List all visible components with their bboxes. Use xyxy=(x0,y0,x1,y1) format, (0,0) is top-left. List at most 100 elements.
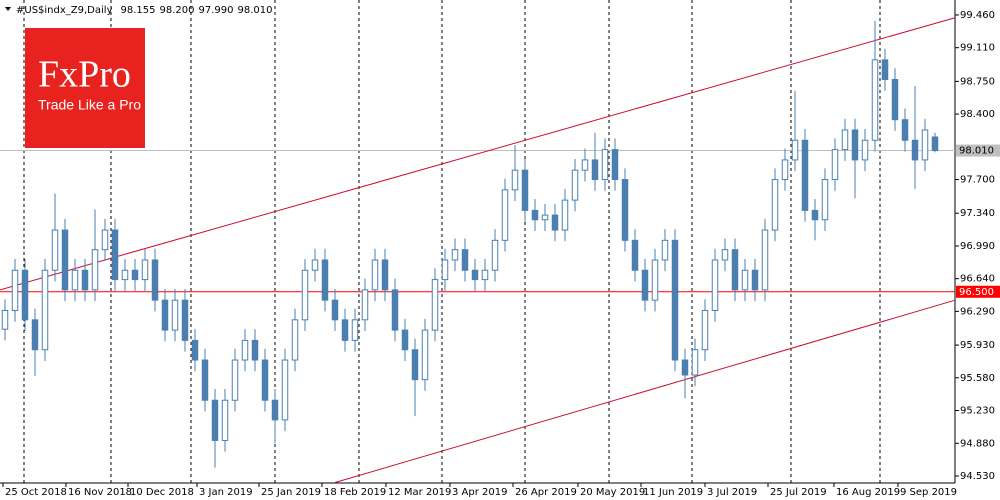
candle-body xyxy=(71,269,79,291)
x-tick-label: 26 Apr 2019 xyxy=(515,487,577,498)
candle-body xyxy=(201,359,209,401)
candle-body xyxy=(61,229,69,291)
candle-body xyxy=(621,179,629,241)
candle-body xyxy=(241,339,249,361)
logo-tagline: Trade Like a Pro xyxy=(38,97,141,113)
candle-body xyxy=(311,259,319,271)
y-tick-label: 94.880 xyxy=(960,438,995,449)
candle-body xyxy=(671,239,679,361)
candle-body xyxy=(231,359,239,401)
candle-body xyxy=(701,309,709,351)
header-ohlc: 97.990 xyxy=(198,5,233,16)
y-tick-label: 96.290 xyxy=(960,306,995,317)
x-tick-label: 16 Nov 2018 xyxy=(68,487,132,498)
candle-body xyxy=(451,249,459,261)
candle-body xyxy=(401,329,409,351)
level-label: 98.010 xyxy=(959,146,994,157)
candle-body xyxy=(51,229,59,271)
candle-body xyxy=(21,269,29,321)
candle-body xyxy=(331,299,339,321)
candle-body xyxy=(831,149,839,181)
x-tick-label: 25 Jan 2019 xyxy=(261,487,321,498)
candle-body xyxy=(651,259,659,301)
candle-body xyxy=(781,159,789,181)
candle-body xyxy=(711,259,719,311)
candle-body xyxy=(291,319,299,361)
candle-body xyxy=(151,259,159,301)
candle-body xyxy=(601,149,609,181)
candle-body xyxy=(301,269,309,321)
candle-body xyxy=(161,299,169,331)
candle-body xyxy=(721,249,729,261)
logo-box xyxy=(25,28,145,148)
candle-body xyxy=(141,259,149,281)
candle-body xyxy=(571,169,579,201)
x-tick-label: 12 Mar 2019 xyxy=(388,487,451,498)
candle-body xyxy=(491,239,499,271)
y-tick-label: 96.990 xyxy=(960,241,995,252)
x-tick-label: 16 Aug 2019 xyxy=(836,487,900,498)
candle-body xyxy=(771,179,779,231)
x-tick-label: 10 Dec 2018 xyxy=(130,487,194,498)
candle-body xyxy=(611,149,619,181)
x-tick-label: 18 Feb 2019 xyxy=(324,487,386,498)
candle-body xyxy=(561,199,569,231)
level-label-box xyxy=(956,285,1000,298)
candle-body xyxy=(341,319,349,341)
y-tick-label: 99.460 xyxy=(960,10,995,21)
level-label-box xyxy=(956,144,1000,157)
candle-body xyxy=(461,249,469,271)
candle-body xyxy=(481,269,489,281)
candle-body xyxy=(741,269,749,291)
x-tick-label: 25 Oct 2018 xyxy=(5,487,67,498)
y-tick-label: 95.230 xyxy=(960,406,995,417)
candle-body xyxy=(631,239,639,271)
header-ohlc: 98.010 xyxy=(237,5,272,16)
candle-body xyxy=(681,359,689,376)
candle-body xyxy=(41,269,49,351)
candle-body xyxy=(321,259,329,301)
candle-body xyxy=(31,319,39,351)
candle-body xyxy=(431,279,439,331)
candle-body xyxy=(691,349,699,376)
candle-body xyxy=(801,139,809,211)
candle-body xyxy=(131,269,139,281)
candle-body xyxy=(641,269,649,301)
y-tick-label: 96.640 xyxy=(960,274,995,285)
candle-body xyxy=(541,214,549,221)
candle-body xyxy=(931,136,939,152)
candle-body xyxy=(391,289,399,331)
x-tick-label: 3 Apr 2019 xyxy=(452,487,507,498)
candle-body xyxy=(871,59,879,141)
header-ohlc: 98.200 xyxy=(159,5,194,16)
trend-line xyxy=(334,299,956,484)
y-tick-label: 95.930 xyxy=(960,340,995,351)
candle-body xyxy=(661,239,669,261)
y-tick-label: 97.700 xyxy=(960,175,995,186)
candle-body xyxy=(421,329,429,381)
candle-body xyxy=(861,139,869,161)
candle-body xyxy=(11,269,19,311)
candle-body xyxy=(811,209,819,221)
candle-body xyxy=(261,359,269,401)
candle-body xyxy=(181,299,189,341)
header-icon xyxy=(5,7,11,11)
candle-body xyxy=(761,229,769,291)
candle-body xyxy=(381,259,389,291)
candle-body xyxy=(521,169,529,211)
candle-body xyxy=(1,309,9,330)
candle-body xyxy=(371,259,379,291)
candle-body xyxy=(121,269,129,281)
candle-body xyxy=(821,179,829,221)
candle-body xyxy=(921,129,929,161)
candle-body xyxy=(591,159,599,181)
candle-body xyxy=(901,119,909,141)
candle-body xyxy=(881,59,889,80)
x-tick-label: 11 Jun 2019 xyxy=(643,487,703,498)
x-tick-label: 20 May 2019 xyxy=(580,487,645,498)
header-symbol: #US$indx_Z9,Daily xyxy=(16,5,113,16)
candle-body xyxy=(441,259,449,281)
candle-body xyxy=(511,169,519,191)
